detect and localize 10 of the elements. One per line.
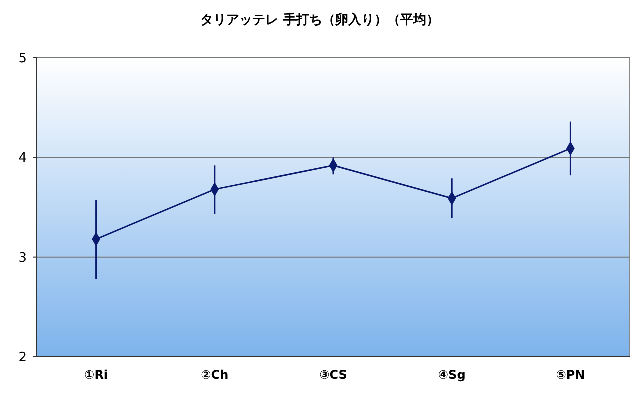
y-tick-label: 4 [18,151,27,166]
x-tick-label: ④Sg [438,368,466,382]
x-tick-label: ⑤PN [556,368,586,382]
x-tick-label: ②Ch [201,368,229,382]
x-tick-label: ③CS [320,368,348,382]
x-tick-label: ①Ri [84,368,108,382]
y-tick-label: 2 [18,350,27,366]
chart-title: タリアッテレ 手打ち（卵入り）（平均） [200,12,440,28]
y-tick-label: 3 [18,250,27,266]
y-tick-label: 5 [18,52,27,67]
